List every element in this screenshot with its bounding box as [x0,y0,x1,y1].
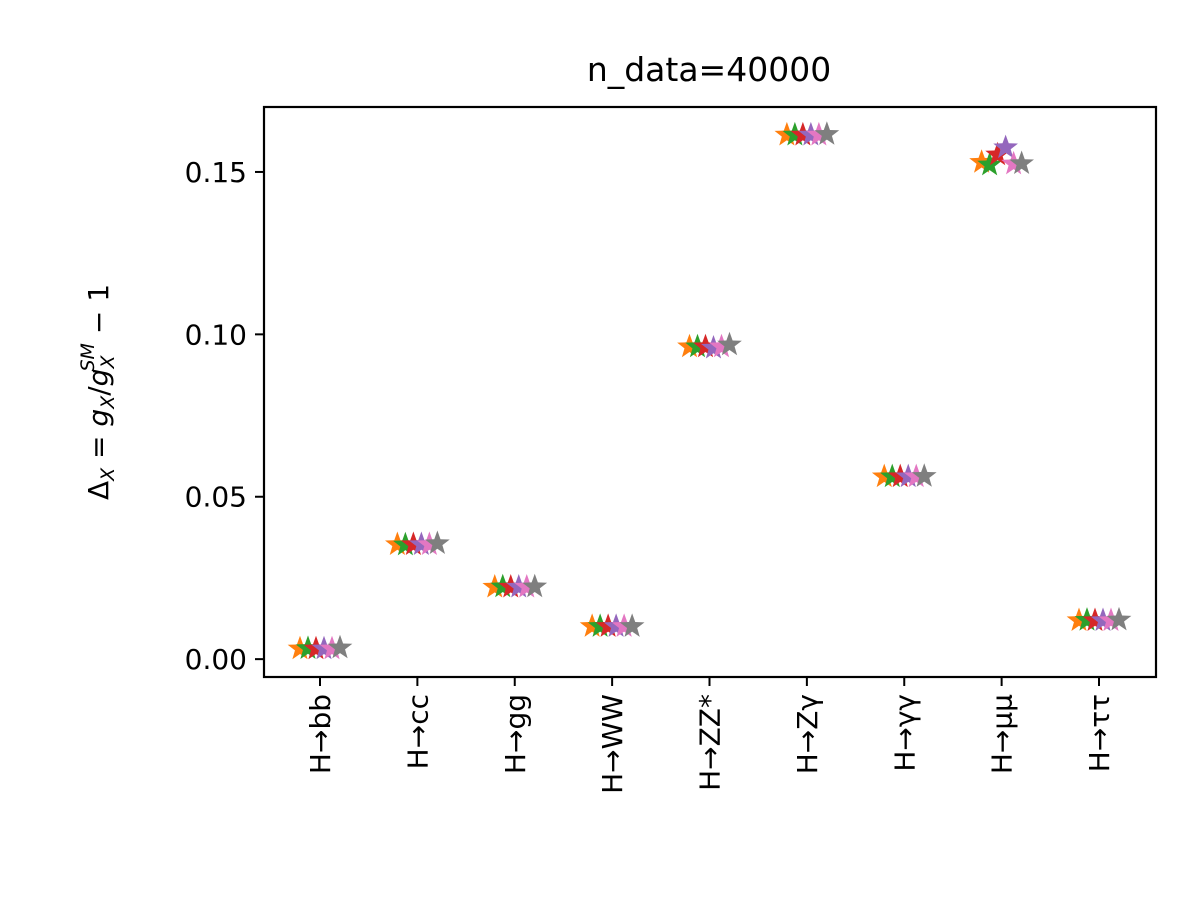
star-marker [701,334,726,359]
x-tick-label: H→WW [596,694,629,794]
star-marker [417,531,442,555]
ylabel-g2-sub: X [97,355,119,370]
x-tick-label: H→ττ [1083,694,1116,772]
star-marker [806,121,832,146]
axes-frame [262,105,1158,679]
ylabel-delta: Δ [82,481,115,500]
x-tick-label: H→Zγ [791,694,824,774]
star-marker [522,573,548,598]
x-tick-label: H→gg [499,694,532,774]
ylabel-g2-sup: SM [77,343,99,371]
y-tick-label: 0.05 [185,481,247,514]
star-marker [1098,607,1124,631]
plot-area [287,121,1132,660]
x-tick-label: H→cc [401,694,434,769]
x-tick-label: H→bb [304,694,337,774]
star-marker [619,613,645,637]
star-marker [1009,150,1034,175]
star-marker [911,463,937,487]
x-tick-label: H→γγ [888,694,921,772]
ylabel-delta-sub: X [97,467,119,482]
svg-text:ΔX = gX/gXSM − 1: ΔX = gX/gXSM − 1 [77,284,119,500]
ylabel-g2: g [82,369,115,387]
star-marker [985,141,1010,166]
y-tick-label: 0.10 [185,318,247,351]
star-marker [814,121,840,145]
star-marker [327,634,353,659]
ylabel-g1-sub: X [97,395,119,410]
y-tick-label: 0.00 [185,643,247,676]
x-tick-label: H→μμ [986,694,1019,774]
x-tick-label: H→ZZ* [694,694,727,791]
star-marker [709,333,734,358]
ylabel-g1: g [82,409,115,427]
ylabel-slash: / [82,386,115,396]
y-tick-label: 0.15 [185,156,247,189]
star-marker [319,635,345,660]
ylabel-eq: = [82,427,115,468]
ylabel-tail: − 1 [82,284,115,343]
chart-title: n_data=40000 [587,50,831,89]
star-marker [425,530,450,555]
star-marker [977,151,1002,176]
star-marker [993,134,1018,159]
star-marker [1106,606,1132,631]
axes: 0.00 0.05 0.10 0.15 H→bb H→cc H→gg H→WW H→ZZ* H→Z… [185,105,1158,794]
y-axis-label: ΔX = gX/gXSM − 1 [77,284,119,500]
star-marker [717,331,742,356]
